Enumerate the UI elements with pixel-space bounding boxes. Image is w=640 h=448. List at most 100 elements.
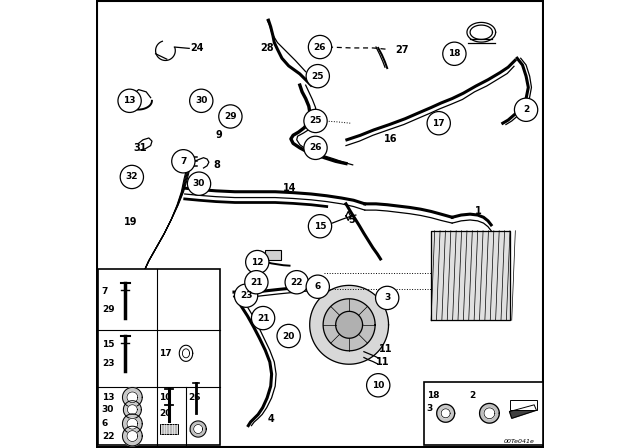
Circle shape [306,65,330,88]
Text: 11: 11 [379,345,392,354]
Text: 5: 5 [348,215,355,225]
Polygon shape [190,421,206,437]
Text: 15: 15 [102,340,115,349]
Polygon shape [127,405,138,414]
Text: 23: 23 [102,359,115,368]
Polygon shape [127,431,138,441]
Text: 21: 21 [250,278,262,287]
Text: 22: 22 [291,278,303,287]
Text: 32: 32 [188,425,201,434]
Polygon shape [441,409,450,418]
Polygon shape [431,231,509,320]
Text: 14: 14 [284,183,297,193]
Text: 15: 15 [314,222,326,231]
Circle shape [172,150,195,173]
Text: 23: 23 [240,291,252,300]
Circle shape [234,284,258,307]
Polygon shape [122,414,142,434]
Bar [509,401,538,410]
Circle shape [376,286,399,310]
Circle shape [304,109,327,133]
Text: 7: 7 [180,157,186,166]
Text: 00Te041e: 00Te041e [503,439,534,444]
Text: 13: 13 [124,96,136,105]
Text: 26: 26 [188,393,201,402]
Text: 6: 6 [102,419,108,428]
Text: 30: 30 [102,405,114,414]
Text: 8: 8 [213,160,220,170]
Text: 29: 29 [224,112,237,121]
Text: 3: 3 [427,404,433,413]
Text: 3: 3 [384,293,390,302]
Text: 29: 29 [102,305,115,314]
Text: 7: 7 [102,287,108,296]
Circle shape [277,324,300,348]
Polygon shape [509,405,536,418]
Text: 2: 2 [523,105,529,114]
Text: 6: 6 [315,282,321,291]
Circle shape [515,98,538,121]
Polygon shape [194,425,203,434]
Polygon shape [124,401,141,418]
Polygon shape [127,418,138,429]
Circle shape [219,105,242,128]
Text: 11: 11 [376,357,390,366]
Circle shape [308,215,332,238]
Text: 32: 32 [125,172,138,181]
Text: 21: 21 [257,314,269,323]
Text: 26: 26 [309,143,322,152]
Text: 17: 17 [433,119,445,128]
Polygon shape [479,404,499,423]
Circle shape [308,35,332,59]
Text: 1: 1 [474,207,481,216]
Text: 30: 30 [193,179,205,188]
Text: 18: 18 [427,391,439,400]
Circle shape [443,42,466,65]
Text: 25: 25 [312,72,324,81]
Circle shape [306,275,330,298]
Text: 2: 2 [469,391,476,400]
Polygon shape [310,285,388,364]
Circle shape [244,271,268,294]
Polygon shape [484,408,495,418]
Bar [424,382,543,445]
Text: 20: 20 [282,332,295,340]
Text: 25: 25 [309,116,322,125]
Text: 17: 17 [159,349,172,358]
Circle shape [367,374,390,397]
Polygon shape [122,426,142,446]
Text: 22: 22 [102,431,115,440]
Text: 26: 26 [314,43,326,52]
Circle shape [189,89,213,112]
Polygon shape [323,299,375,351]
Circle shape [120,165,143,189]
Circle shape [118,89,141,112]
Bar [160,424,178,435]
Text: 18: 18 [448,49,461,58]
Text: 10: 10 [159,393,172,402]
Text: 30: 30 [195,96,207,105]
Text: 28: 28 [260,43,274,53]
Text: 16: 16 [383,134,397,144]
Polygon shape [336,311,362,338]
Circle shape [427,112,451,135]
Circle shape [246,250,269,274]
Text: 31: 31 [133,143,147,153]
Text: 9: 9 [216,130,222,140]
Text: 27: 27 [395,45,408,55]
Circle shape [252,306,275,330]
Text: 12: 12 [251,258,264,267]
Text: 20: 20 [159,409,172,418]
Circle shape [285,271,308,294]
Polygon shape [122,388,142,407]
Circle shape [304,136,327,159]
Polygon shape [127,392,138,403]
Polygon shape [436,405,454,422]
Text: 19: 19 [124,217,137,227]
Bar [98,269,220,445]
Bar [266,250,281,260]
Text: 13: 13 [102,393,115,402]
Text: 25: 25 [159,425,172,434]
Text: 24: 24 [190,43,204,53]
Text: 10: 10 [372,381,385,390]
